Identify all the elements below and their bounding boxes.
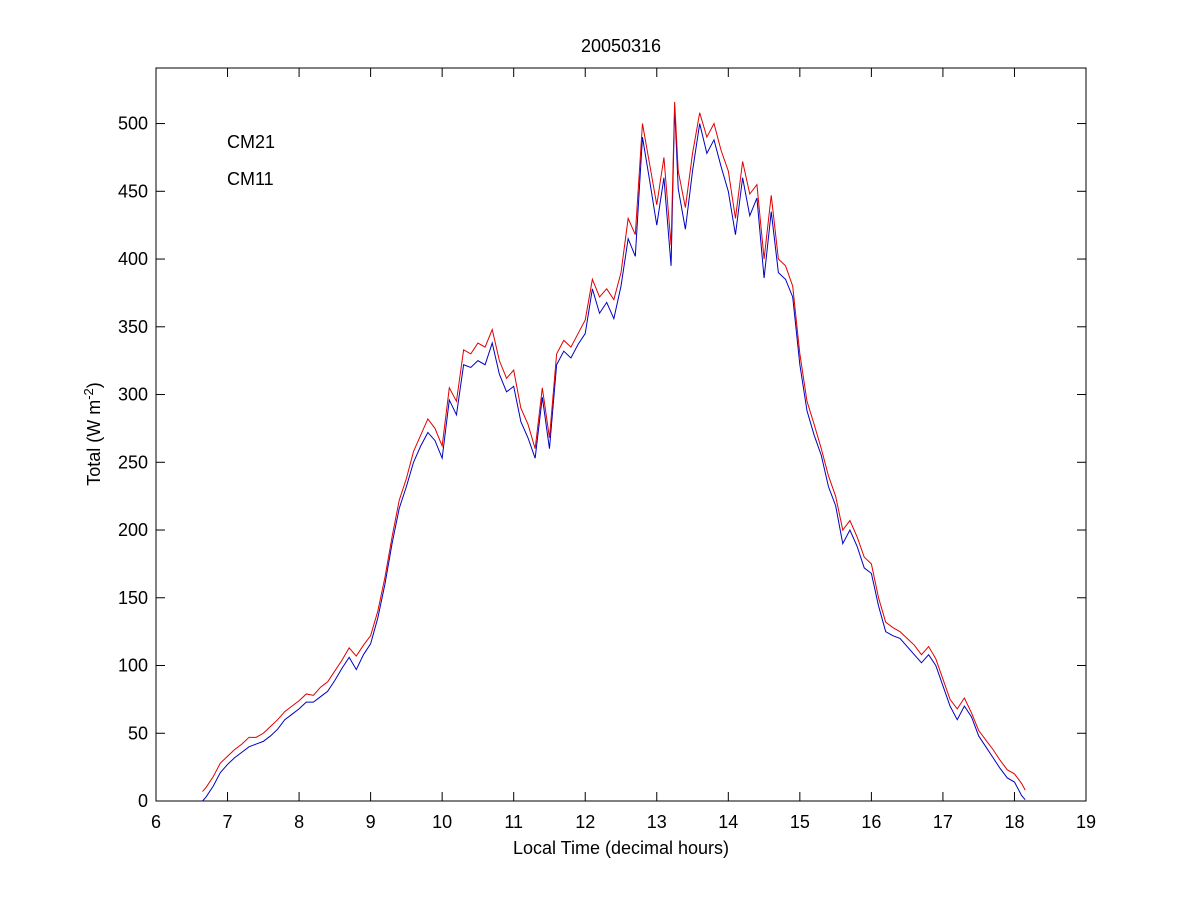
x-tick-label: 7: [223, 812, 233, 832]
y-axis-label-text: Total (W m: [84, 400, 104, 486]
plot-frame: [155, 67, 1087, 802]
y-tick-label: 250: [118, 452, 148, 472]
series-line: [202, 107, 1026, 802]
x-tick-label: 18: [1004, 812, 1024, 832]
x-tick-label: 17: [933, 812, 953, 832]
x-tick-label: 13: [647, 812, 667, 832]
y-tick-label: 450: [118, 181, 148, 201]
x-tick-label: 15: [790, 812, 810, 832]
legend-entry: CM21: [227, 132, 275, 152]
y-tick-label: 150: [118, 588, 148, 608]
y-axis-label-sup: -2: [81, 388, 96, 400]
x-axis-label: Local Time (decimal hours): [513, 838, 729, 858]
y-tick-label: 100: [118, 656, 148, 676]
y-tick-label: 400: [118, 249, 148, 269]
y-tick-label: 200: [118, 520, 148, 540]
legend-entry: CM11: [227, 169, 274, 189]
x-tick-label: 14: [718, 812, 738, 832]
y-tick-label: 350: [118, 317, 148, 337]
y-axis-label: Total (W m-2): [81, 382, 104, 486]
y-tick-label: 500: [118, 114, 148, 134]
x-tick-label: 9: [366, 812, 376, 832]
x-tick-label: 19: [1076, 812, 1096, 832]
y-tick-label: 300: [118, 385, 148, 405]
x-tick-label: 10: [432, 812, 452, 832]
series-line: [202, 101, 1026, 792]
y-axis-label-suffix: ): [84, 382, 104, 388]
y-tick-label: 50: [128, 723, 148, 743]
x-tick-label: 11: [504, 812, 523, 832]
x-tick-label: 8: [294, 812, 304, 832]
y-tick-label: 0: [138, 791, 148, 811]
x-tick-label: 12: [575, 812, 595, 832]
x-tick-label: 16: [861, 812, 881, 832]
x-tick-label: 6: [151, 812, 161, 832]
chart-title: 20050316: [581, 36, 661, 56]
